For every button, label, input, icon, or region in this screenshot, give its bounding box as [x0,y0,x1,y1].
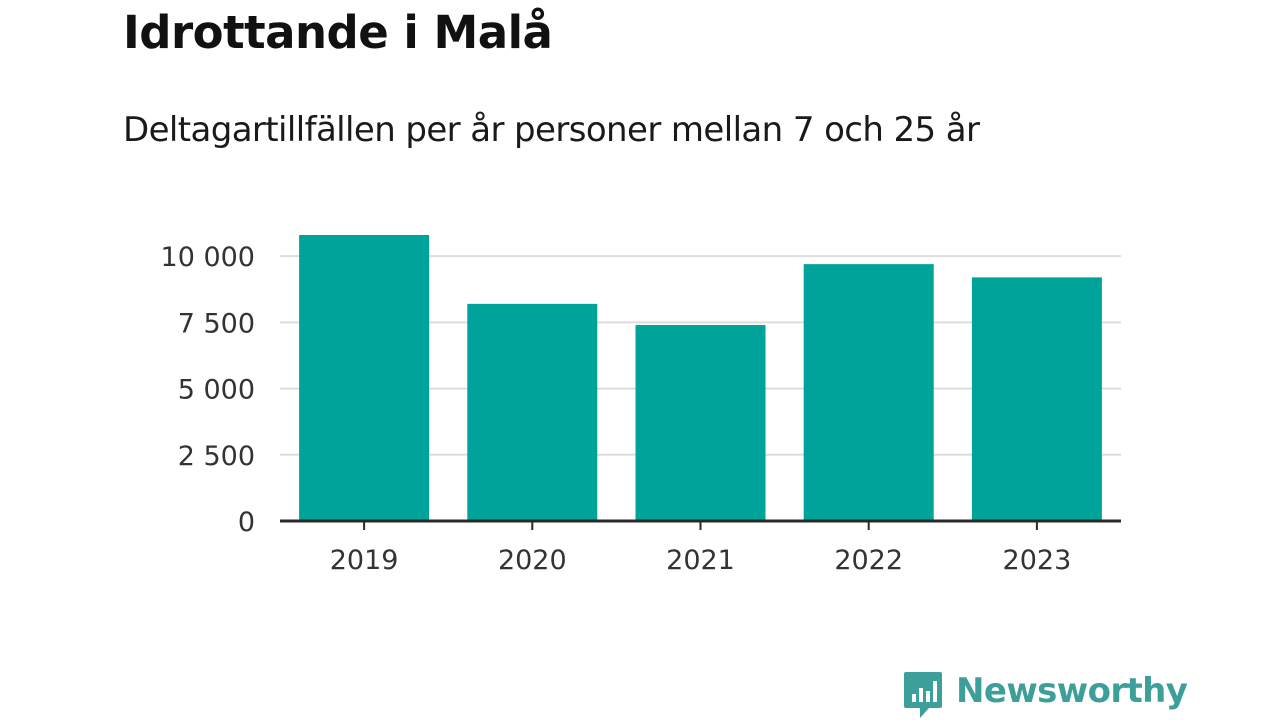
bar [467,303,598,521]
y-tick-label: 0 [238,507,255,538]
x-tick-label: 2019 [330,545,399,576]
y-tick-label: 10 000 [161,242,255,273]
x-tick-label: 2021 [666,545,735,576]
y-tick-label: 2 500 [178,441,255,472]
chart-speech-bubble-icon [904,672,942,718]
chart-subtitle: Deltagartillfällen per år personer mella… [123,110,980,150]
brand-name: Newsworthy [956,671,1188,711]
y-tick-label: 5 000 [178,375,255,406]
x-axis-ticks: 2019 2020 2021 2022 2023 [330,521,1072,576]
chart-title: Idrottande i Malå [123,6,553,59]
bar [803,264,934,521]
bar [635,325,766,521]
bar [971,277,1102,521]
newsworthy-logo: Newsworthy [902,668,1188,720]
x-tick-label: 2020 [498,545,567,576]
bars [299,235,1102,521]
y-axis-ticks: 0 2 500 5 000 7 500 10 000 [161,242,255,538]
x-tick-label: 2022 [834,545,903,576]
y-tick-label: 7 500 [178,308,255,339]
x-tick-label: 2023 [1003,545,1072,576]
bar [299,235,430,521]
